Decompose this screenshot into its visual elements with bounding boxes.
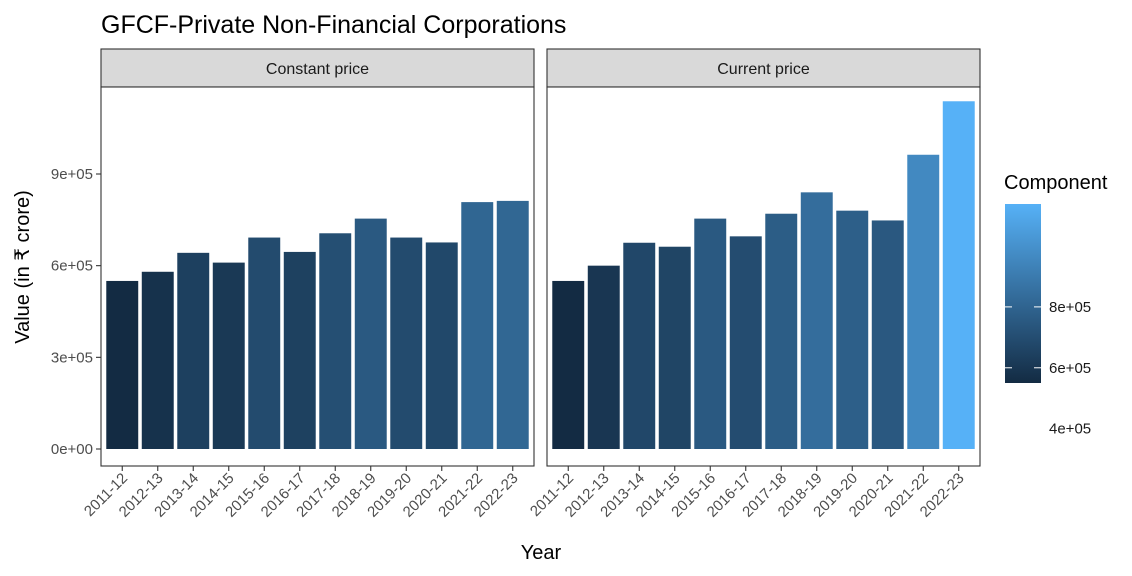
bar xyxy=(461,202,494,449)
legend-tick-label: 4e+05 xyxy=(1049,421,1091,438)
bar xyxy=(212,262,245,449)
facet-panel: Constant price2011-122012-132013-142014-… xyxy=(51,48,535,521)
bar xyxy=(552,280,585,449)
bar xyxy=(658,246,691,449)
bar xyxy=(907,154,940,449)
panel-border xyxy=(100,86,535,467)
bar xyxy=(177,252,210,449)
bar xyxy=(694,218,727,449)
bar xyxy=(836,210,869,449)
bar xyxy=(106,280,139,449)
bar xyxy=(871,220,904,449)
legend-colorbar xyxy=(1005,204,1041,383)
bar xyxy=(587,265,620,449)
bar xyxy=(425,242,458,449)
bar xyxy=(496,200,529,449)
legend-tick-label: 8e+05 xyxy=(1049,299,1091,316)
bar xyxy=(729,236,762,449)
bar xyxy=(623,242,656,449)
chart-title: GFCF-Private Non-Financial Corporations xyxy=(101,11,566,39)
y-tick-label: 9e+05 xyxy=(51,166,93,183)
facet-panels: Constant price2011-122012-132013-142014-… xyxy=(51,48,981,521)
facet-strip-label: Current price xyxy=(717,61,810,78)
facet-panel: Current price2011-122012-132013-142014-1… xyxy=(527,48,981,521)
legend: Component 4e+05 6e+05 8e+05 xyxy=(1004,172,1108,438)
bar xyxy=(800,192,833,450)
y-axis-title: Value (in ₹ crore) xyxy=(12,190,34,344)
bar xyxy=(390,237,423,449)
bar xyxy=(283,251,316,449)
bar xyxy=(942,101,975,450)
legend-tick-label: 6e+05 xyxy=(1049,360,1091,377)
bar xyxy=(354,218,387,449)
facet-strip xyxy=(100,48,535,88)
y-tick-label: 0e+00 xyxy=(51,441,93,458)
x-axis-title: Year xyxy=(521,542,562,564)
y-tick-label: 3e+05 xyxy=(51,349,93,366)
bar xyxy=(248,237,281,449)
panel-border xyxy=(546,86,981,467)
bar xyxy=(765,213,798,449)
bar xyxy=(319,233,352,449)
y-tick-label: 6e+05 xyxy=(51,258,93,275)
legend-title: Component xyxy=(1004,172,1108,194)
facet-strip-label: Constant price xyxy=(266,61,369,78)
bar xyxy=(141,271,174,449)
